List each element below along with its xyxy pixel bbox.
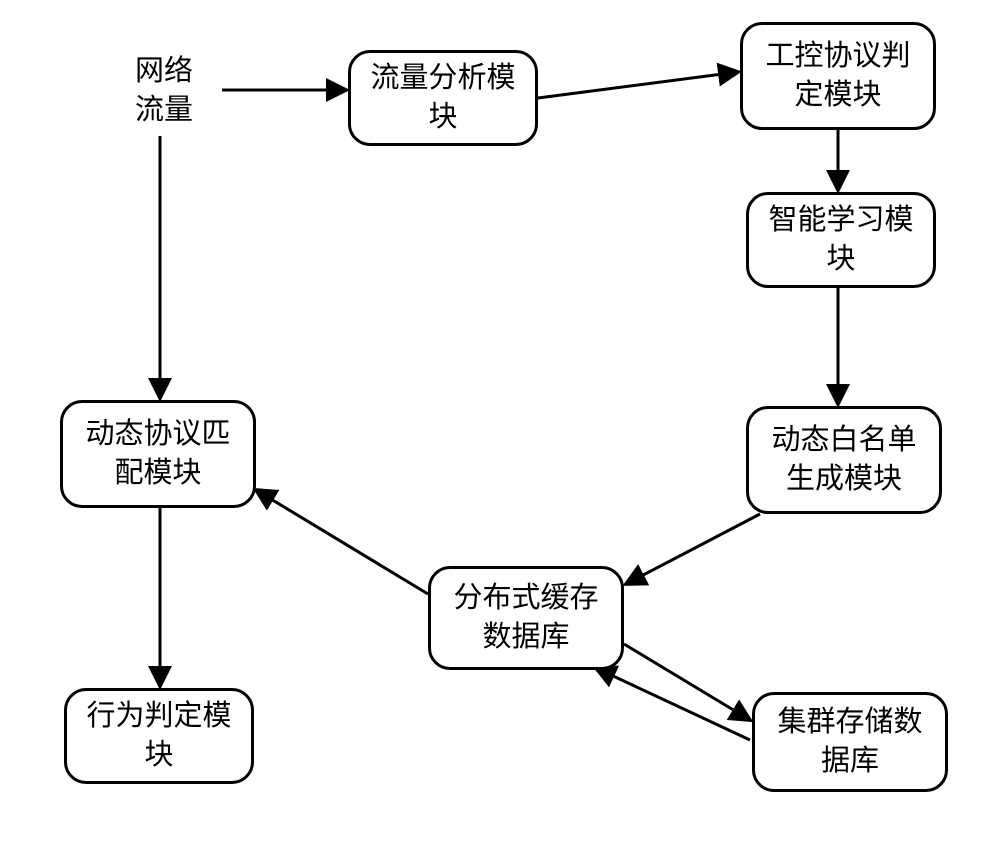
node-label: 分布式缓存 数据库: [453, 579, 598, 657]
node-label: 行为判定模 块: [86, 697, 231, 775]
node-label: 网络 流量: [135, 52, 193, 130]
node-label: 流量分析模 块: [370, 59, 515, 137]
node-behavior: 行为判定模 块: [64, 688, 254, 784]
node-src: 网络 流量: [104, 46, 224, 136]
edge-cache-to-dynmatch: [256, 490, 428, 594]
edge-traffic-to-protojud: [538, 72, 738, 98]
flowchart-stage: 网络 流量 流量分析模 块 工控协议判 定模块智能学习模 块动态协议匹 配模块 动态白…: [0, 0, 1000, 848]
node-cache: 分布式缓存 数据库: [428, 566, 624, 670]
node-label: 集群存储数 据库: [777, 703, 922, 781]
node-cluster: 集群存储数 据库: [752, 692, 948, 792]
node-label: 工控协议判 定模块: [765, 37, 910, 115]
node-label: 动态白名单 生成模块: [771, 421, 916, 499]
node-label: 动态协议匹 配模块: [85, 415, 230, 493]
node-traffic: 流量分析模 块: [348, 50, 538, 146]
edge-cluster-to-cache: [596, 668, 750, 740]
edge-cache-to-cluster: [624, 644, 750, 720]
node-protojud: 工控协议判 定模块: [740, 22, 936, 130]
edge-whitelist-to-cache: [626, 514, 760, 584]
node-whitelist: 动态白名单 生成模块: [746, 406, 942, 514]
node-learn: 智能学习模 块: [746, 192, 936, 288]
node-dynmatch: 动态协议匹 配模块: [60, 400, 256, 508]
node-label: 智能学习模 块: [768, 201, 913, 279]
